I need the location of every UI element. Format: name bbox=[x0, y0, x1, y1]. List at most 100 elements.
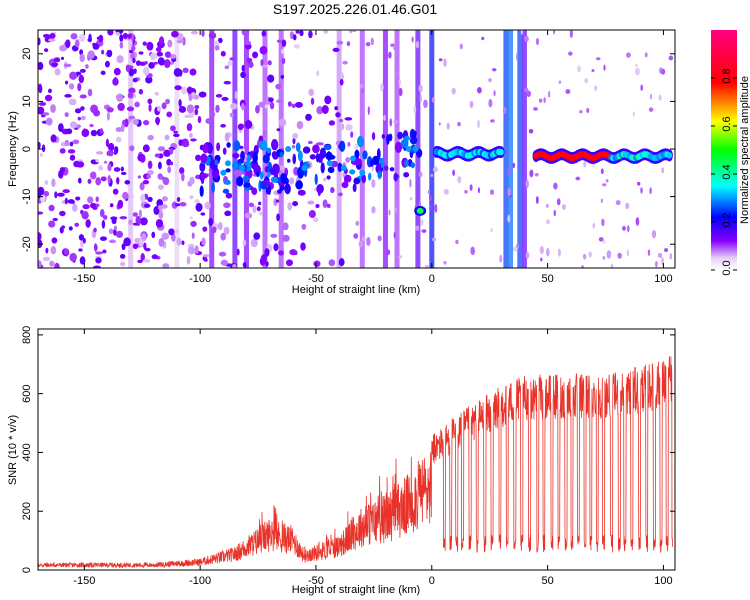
heatmap-cell bbox=[287, 202, 293, 211]
heatmap-cell bbox=[287, 101, 292, 107]
heatmap-cell bbox=[281, 57, 286, 65]
heatmap-cell bbox=[276, 213, 280, 222]
heatmap-cell bbox=[106, 111, 110, 121]
heatmap-cell bbox=[419, 94, 422, 103]
heatmap-cell bbox=[51, 62, 59, 66]
heatmap-cell bbox=[162, 263, 170, 268]
heatmap-cell bbox=[132, 57, 136, 64]
heatmap-cell bbox=[581, 265, 584, 268]
heatmap-cell bbox=[418, 171, 423, 178]
heatmap-cell bbox=[316, 183, 324, 194]
heatmap-cell bbox=[598, 237, 604, 242]
heatmap-cell bbox=[253, 232, 261, 240]
heatmap-cell bbox=[259, 45, 268, 55]
heatmap-cell bbox=[190, 30, 199, 35]
colorbar-label: Normalized spectral amplitude bbox=[739, 76, 750, 224]
heatmap-cell bbox=[561, 204, 566, 210]
heatmap-cell bbox=[627, 225, 630, 233]
heatmap-cell bbox=[147, 196, 153, 203]
heatmap-cell bbox=[338, 258, 345, 267]
heatmap-cell bbox=[242, 239, 247, 246]
heatmap-cell bbox=[438, 122, 441, 126]
heatmap-cell bbox=[123, 237, 131, 247]
heatmap-cell bbox=[225, 192, 233, 199]
heatmap-cell bbox=[140, 193, 146, 203]
heatmap-cell bbox=[64, 142, 71, 146]
heatmap-cell bbox=[129, 145, 135, 152]
heatmap-cell bbox=[347, 141, 351, 147]
heatmap-cell bbox=[119, 253, 126, 259]
heatmap-cell bbox=[98, 34, 104, 43]
heatmap-cell bbox=[308, 30, 313, 39]
heatmap-cell bbox=[270, 233, 278, 238]
heatmap-cell bbox=[85, 219, 91, 228]
heatmap-cell bbox=[259, 140, 268, 151]
heatmap-cell bbox=[606, 250, 612, 259]
heatmap-cell bbox=[263, 180, 267, 186]
heatmap-cell bbox=[655, 260, 658, 268]
heatmap-cell bbox=[82, 204, 90, 210]
heatmap-cell bbox=[68, 83, 75, 90]
heatmap-cell bbox=[586, 107, 590, 114]
heatmap-cell bbox=[153, 206, 160, 215]
heatmap-cell bbox=[108, 228, 114, 235]
heatmap-cell bbox=[336, 40, 344, 45]
heatmap-cell bbox=[237, 158, 245, 164]
heatmap-cell bbox=[161, 102, 167, 110]
snr-y-tick-label: 0 bbox=[21, 567, 33, 573]
heatmap-cell bbox=[233, 140, 241, 152]
heatmap-cell bbox=[263, 195, 267, 200]
heatmap-cell bbox=[38, 83, 42, 91]
heatmap-cell bbox=[89, 124, 94, 128]
heatmap-cell bbox=[266, 172, 271, 178]
heatmap-cell bbox=[142, 41, 147, 46]
heatmap-cell bbox=[330, 187, 335, 194]
heatmap-cell bbox=[241, 64, 246, 72]
heatmap-cell bbox=[398, 255, 403, 259]
heatmap-cell bbox=[182, 67, 189, 74]
heatmap-cell bbox=[276, 128, 281, 132]
colorbar-gradient bbox=[711, 30, 737, 270]
heatmap-cell bbox=[291, 144, 296, 149]
heatmap-cell bbox=[421, 229, 427, 233]
heatmap-cell bbox=[260, 59, 264, 67]
snr-y-tick-label: 600 bbox=[21, 384, 33, 402]
heatmap-cell bbox=[354, 143, 359, 151]
heatmap-cell bbox=[69, 141, 74, 147]
heatmap-cell bbox=[235, 169, 242, 178]
heatmap-cell bbox=[188, 94, 193, 102]
heatmap-cell bbox=[178, 139, 183, 146]
heatmap-cell bbox=[58, 123, 64, 133]
heatmap-cell bbox=[380, 83, 384, 92]
heatmap-cell bbox=[230, 102, 238, 110]
heatmap-cell bbox=[143, 203, 151, 208]
heatmap-cell bbox=[72, 203, 78, 212]
heatmap-cell bbox=[203, 258, 208, 262]
heatmap-cell bbox=[154, 91, 159, 96]
heatmap-cell bbox=[588, 251, 592, 258]
heatmap-cell bbox=[90, 129, 98, 137]
heatmap-cell bbox=[367, 172, 372, 181]
heatmap-cell bbox=[268, 97, 274, 103]
heatmap-cell bbox=[451, 87, 456, 95]
heatmap-cell bbox=[244, 40, 251, 45]
heatmap-cell bbox=[146, 174, 152, 179]
heatmap-cell bbox=[432, 237, 437, 242]
heatmap-cell bbox=[164, 51, 171, 58]
heatmap-cell bbox=[488, 98, 493, 108]
heatmap-cell bbox=[93, 265, 101, 268]
heatmap-cell bbox=[51, 178, 56, 188]
heatmap-cell bbox=[189, 68, 197, 76]
heatmap-cell bbox=[115, 136, 122, 143]
heatmap-cell bbox=[163, 149, 171, 157]
heatmap-cell bbox=[138, 88, 144, 95]
heatmap-cell bbox=[127, 92, 134, 99]
heatmap-cell bbox=[87, 178, 92, 184]
heatmap-cell bbox=[602, 240, 606, 244]
heatmap-cell bbox=[415, 225, 420, 231]
heatmap-cell bbox=[282, 222, 289, 231]
heatmap-cell bbox=[220, 232, 226, 241]
heatmap-cell bbox=[75, 196, 81, 201]
heatmap-cell bbox=[359, 169, 366, 176]
heatmap-cell bbox=[292, 34, 297, 41]
